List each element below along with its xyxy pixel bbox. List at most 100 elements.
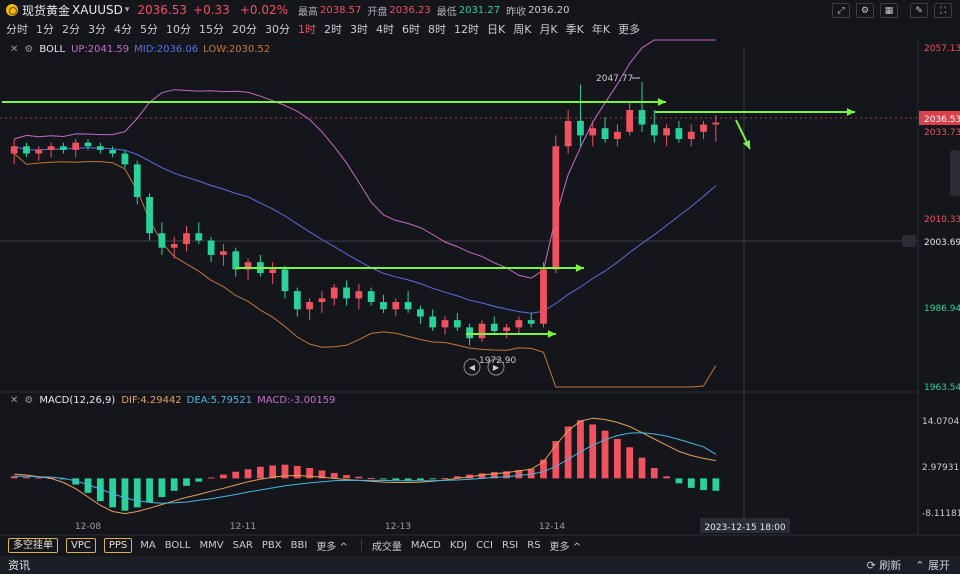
- refresh-button[interactable]: ⟳ 刷新: [866, 559, 902, 572]
- macd-bar: [380, 478, 387, 480]
- candle-body: [613, 131, 621, 140]
- macd-bar: [527, 468, 535, 479]
- macd-bar: [675, 478, 683, 484]
- macd-bar: [220, 474, 227, 479]
- arrow-head-icon: [575, 264, 584, 272]
- drawing-icon[interactable]: ✎: [910, 3, 928, 18]
- arrow-head-icon: [742, 140, 751, 149]
- period-tab[interactable]: 5分: [140, 23, 158, 36]
- period-tab[interactable]: 更多: [618, 23, 641, 36]
- y-tick-label: 2003.69: [924, 238, 960, 248]
- news-title[interactable]: 资讯: [8, 559, 30, 572]
- high-label: 最高: [298, 6, 318, 18]
- period-tab[interactable]: 6时: [402, 23, 420, 36]
- period-tab[interactable]: 1分: [36, 23, 54, 36]
- candle-body: [343, 287, 350, 299]
- crosshair-time-label: 2023-12-15 18:00: [704, 523, 785, 533]
- macd-bar: [429, 478, 437, 480]
- period-tabs: 分时 1分 2分 3分 4分 5分 10分 15分 20分 30分 1时 2时 3时 4时 6时 8时 12时日…: [0, 20, 960, 38]
- candle-body: [527, 320, 535, 324]
- macd-dif-label: DIF:: [121, 395, 141, 406]
- divider: [360, 539, 362, 551]
- price-chart[interactable]: 2057.13 2036.53 2033.73 2010.33 2003.69 1986.…: [0, 0, 960, 536]
- symbol-code[interactable]: XAUUSD: [72, 3, 123, 17]
- sub-indicator-item[interactable]: RS: [527, 539, 541, 551]
- settings-icon[interactable]: ⚙: [856, 3, 874, 18]
- period-tab[interactable]: 季K: [565, 23, 584, 36]
- macd-bar: [650, 467, 658, 479]
- macd-bar: [613, 438, 621, 479]
- boll-mid-band: [14, 145, 717, 314]
- candle-body: [10, 146, 18, 154]
- chip-button[interactable]: 多空挂单: [8, 537, 58, 553]
- period-tab[interactable]: 1时: [298, 23, 316, 36]
- sub-indicator-item[interactable]: KDJ: [449, 539, 468, 551]
- candle-body: [712, 122, 720, 125]
- period-tab[interactable]: 10分: [166, 23, 191, 36]
- macd-bar: [23, 477, 30, 479]
- period-tab[interactable]: 3分: [88, 23, 106, 36]
- boll-low-value: 2030.52: [228, 44, 271, 55]
- draw-tool-icon[interactable]: ⤢: [832, 3, 850, 18]
- main-indicator-item[interactable]: SAR: [232, 539, 253, 551]
- macd-bar: [318, 470, 326, 479]
- chip-button[interactable]: PPS: [103, 537, 133, 553]
- sub-indicator-item[interactable]: 成交量: [371, 541, 402, 553]
- chart-toolbar: ⤢ ⚙ ▦ ✎ ⛶: [832, 3, 952, 18]
- period-tab[interactable]: 年K: [591, 23, 611, 36]
- candle-body: [146, 196, 153, 234]
- main-indicator-item[interactable]: BBI: [290, 539, 308, 551]
- sub-indicator-item[interactable]: RSI: [502, 539, 519, 551]
- close-icon[interactable]: ✕: [10, 44, 19, 55]
- arrow-head-icon: [657, 98, 666, 106]
- sub-indicator-item[interactable]: 更多 ^: [549, 541, 582, 553]
- gear-icon[interactable]: ⚙: [24, 395, 34, 406]
- period-tab[interactable]: 周K: [513, 23, 532, 36]
- candle-body: [601, 128, 609, 140]
- x-tick-label: 12-13: [385, 522, 411, 532]
- main-indicator-item[interactable]: PBX: [261, 539, 282, 551]
- fullscreen-icon[interactable]: ⛶: [934, 3, 952, 18]
- boll-lower-band: [13, 153, 717, 388]
- candle-body: [195, 233, 203, 241]
- period-tab[interactable]: 3时: [350, 23, 368, 36]
- macd-bar: [96, 478, 104, 502]
- boll-mid-label: MID:: [134, 44, 157, 55]
- main-indicator-item[interactable]: BOLL: [164, 539, 191, 551]
- period-tab[interactable]: 日K: [487, 23, 506, 36]
- macd-bar: [330, 472, 338, 479]
- price-change-pct: +0.02%: [239, 3, 288, 17]
- macd-y-tick-label: -8.11181: [922, 509, 960, 519]
- boll-mid-value: 2036.06: [156, 44, 199, 55]
- sub-indicator-item[interactable]: CCI: [476, 539, 493, 551]
- candle-body: [650, 124, 658, 136]
- period-tab[interactable]: 15分: [199, 23, 224, 36]
- period-tab[interactable]: 月K: [539, 23, 558, 36]
- period-tab[interactable]: 30分: [265, 23, 290, 36]
- chevron-down-icon[interactable]: ▾: [124, 5, 130, 15]
- close-icon[interactable]: ✕: [10, 395, 19, 406]
- period-tab[interactable]: 2时: [324, 23, 342, 36]
- main-indicator-item[interactable]: 更多 ^: [316, 541, 348, 553]
- candle-body: [84, 142, 92, 147]
- candle-body: [170, 244, 178, 248]
- period-tab[interactable]: 2分: [62, 23, 80, 36]
- symbol-name[interactable]: 现货黄金: [22, 3, 71, 18]
- main-indicator-item[interactable]: MMV: [199, 539, 224, 551]
- macd-bar: [256, 466, 264, 479]
- sub-indicator-item[interactable]: MACD: [410, 539, 441, 551]
- period-tab[interactable]: 8时: [428, 23, 446, 36]
- period-tab[interactable]: 4时: [376, 23, 394, 36]
- expand-button[interactable]: ⌃ 展开: [915, 559, 950, 572]
- period-tab[interactable]: 12时: [454, 23, 479, 36]
- candle-body: [281, 269, 289, 292]
- period-tab[interactable]: 分时: [6, 23, 28, 36]
- crosshair-label-bg: [700, 518, 790, 533]
- period-tab[interactable]: 4分: [114, 23, 132, 36]
- period-tab[interactable]: 20分: [232, 23, 257, 36]
- macd-dif-value: 4.29442: [140, 395, 182, 406]
- chip-button[interactable]: VPC: [66, 537, 96, 553]
- layout-icon[interactable]: ▦: [880, 3, 898, 18]
- main-indicator-item[interactable]: MA: [140, 539, 156, 551]
- gear-icon[interactable]: ⚙: [24, 44, 34, 55]
